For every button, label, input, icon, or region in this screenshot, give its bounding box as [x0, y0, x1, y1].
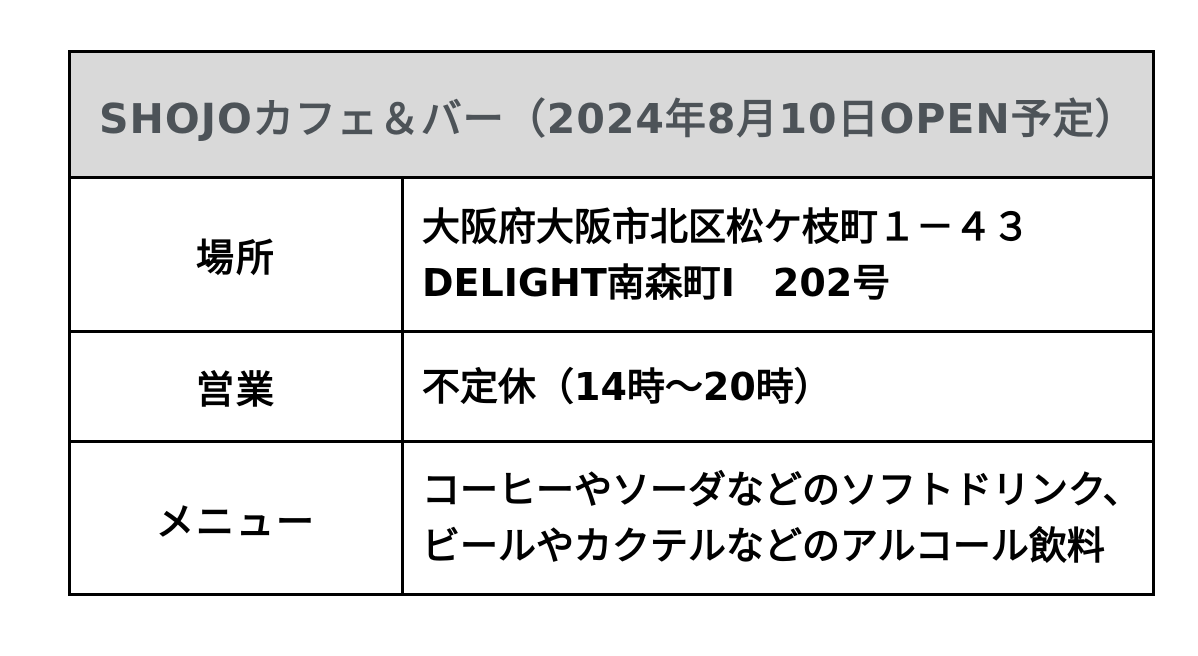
table-row-location: 場所 大阪府大阪市北区松ケ枝町１－４３ DELIGHT南森町Ⅰ 202号	[71, 176, 1152, 330]
table-row-menu: メニュー コーヒーやソーダなどのソフトドリンク、 ビールやカクテルなどのアルコー…	[71, 440, 1152, 593]
location-building-line: DELIGHT南森町Ⅰ 202号	[422, 260, 891, 305]
table-title-row: SHOJOカフェ＆バー（2024年8月10日OPEN予定）	[71, 53, 1152, 176]
row-label-location: 場所	[71, 179, 404, 330]
cafe-info-table: SHOJOカフェ＆バー（2024年8月10日OPEN予定） 場所 大阪府大阪市北…	[68, 50, 1155, 596]
row-label-hours: 営業	[71, 333, 404, 440]
row-value-menu: コーヒーやソーダなどのソフトドリンク、 ビールやカクテルなどのアルコール飲料	[404, 443, 1152, 593]
table-row-hours: 営業 不定休（14時～20時）	[71, 330, 1152, 440]
menu-alcohol-line: ビールやカクテルなどのアルコール飲料	[422, 524, 1105, 568]
menu-softdrink-line: コーヒーやソーダなどのソフトドリンク、	[422, 468, 1141, 512]
location-address-line: 大阪府大阪市北区松ケ枝町１－４３	[422, 204, 1031, 249]
table-title: SHOJOカフェ＆バー（2024年8月10日OPEN予定）	[99, 94, 1137, 143]
row-label-menu: メニュー	[71, 443, 404, 593]
row-value-hours: 不定休（14時～20時）	[404, 333, 1152, 440]
row-value-location: 大阪府大阪市北区松ケ枝町１－４３ DELIGHT南森町Ⅰ 202号	[404, 179, 1152, 330]
hours-line: 不定休（14時～20時）	[422, 364, 832, 409]
